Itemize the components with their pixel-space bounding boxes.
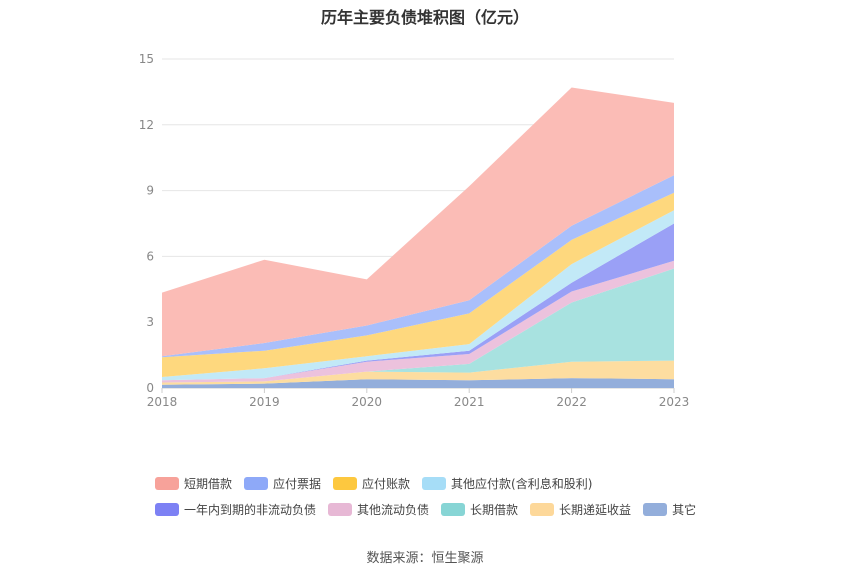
legend-item[interactable]: 应付账款 [333,475,410,492]
area-series-其它 [162,378,674,388]
source-note: 数据来源：恒生聚源 [366,551,484,566]
legend-swatch [422,476,447,490]
legend-label: 长期借款 [470,502,519,517]
legend-swatch [244,476,269,490]
legend-row: 短期借款 应付票据 应付账款 其他应付款(含利息和股利) [155,472,755,494]
legend-item[interactable]: 应付票据 [244,475,321,492]
x-tick-label: 2020 [352,395,383,409]
legend: 短期借款 应付票据 应付账款 其他应付款(含利息和股利) 一年内到期的非流动负债 其他流动… [155,472,755,524]
legend-label: 其他流动负债 [357,502,430,517]
area-series-其他流动负债 [162,260,674,383]
legend-item[interactable]: 一年内到期的非流动负债 [155,501,316,518]
legend-swatch [328,502,353,516]
legend-item[interactable]: 其他应付款(含利息和股利) [422,475,592,492]
legend-swatch [441,502,466,516]
y-tick-label: 12 [139,118,154,132]
x-tick-label: 2021 [454,395,485,409]
area-series-应付票据 [162,175,674,358]
x-tick-label: 2019 [249,395,280,409]
legend-label: 应付票据 [273,476,322,491]
y-tick-label: 9 [146,184,154,198]
legend-item[interactable]: 长期递延收益 [530,501,631,518]
area-series-长期递延收益 [162,360,674,385]
area-series-group [162,87,674,388]
legend-label: 应付账款 [362,476,411,491]
legend-swatch [155,476,179,490]
y-tick-label: 3 [146,315,154,329]
legend-label: 短期借款 [184,476,233,491]
axes: 0 3 6 9 12 15 2018 2019 2020 2021 2022 2023 [139,52,690,409]
legend-item[interactable]: 其他流动负债 [328,501,429,518]
legend-swatch [333,476,358,490]
area-series-应付账款 [162,192,674,377]
y-tick-label: 6 [146,249,154,263]
legend-swatch [155,502,179,516]
x-tick-label: 2023 [659,395,690,409]
legend-swatch [643,502,668,516]
legend-item[interactable]: 长期借款 [441,501,518,518]
area-series-短期借款 [162,87,674,357]
legend-label: 其它 [672,502,697,517]
legend-item[interactable]: 其它 [643,501,696,518]
legend-label: 其他应付款(含利息和股利) [451,476,593,491]
legend-label: 一年内到期的非流动负债 [184,502,317,517]
legend-row: 一年内到期的非流动负债 其他流动负债 长期借款 长期递延收益 其它 [155,498,755,520]
legend-item[interactable]: 短期借款 [155,475,232,492]
area-series-长期借款 [162,268,674,383]
y-tick-label: 15 [139,52,154,66]
x-tick-label: 2022 [556,395,587,409]
x-tick-label: 2018 [147,395,178,409]
legend-swatch [530,502,555,516]
y-tick-label: 0 [146,381,154,395]
chart-title: 历年主要负债堆积图（亿元） [320,8,529,27]
legend-label: 长期递延收益 [559,502,632,517]
